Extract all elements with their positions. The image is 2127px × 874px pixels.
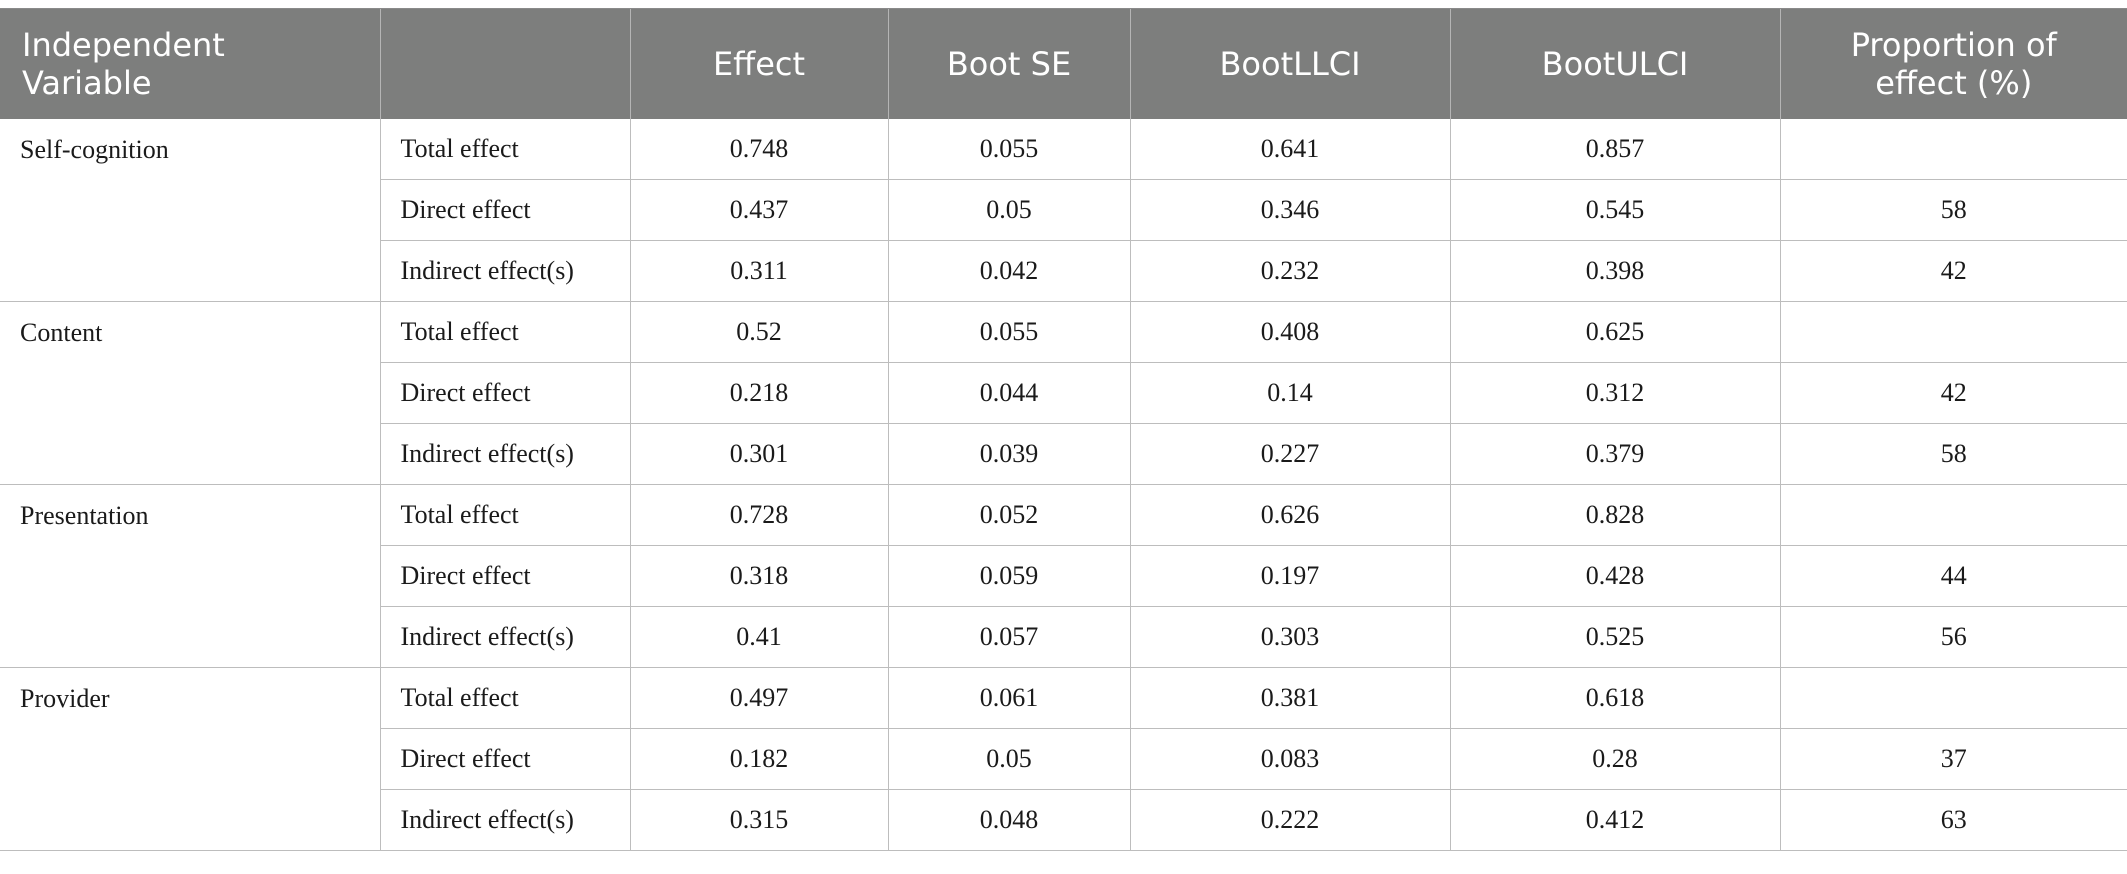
effect-value-cell: 0.728 — [629, 484, 888, 546]
boot-ulci-cell: 0.545 — [1449, 179, 1780, 241]
table-row: Indirect effect(s) 0.315 0.048 0.222 0.412 63 — [0, 789, 2127, 851]
proportion-cell — [1779, 667, 2127, 729]
boot-se-cell: 0.057 — [887, 606, 1130, 668]
boot-llci-cell: 0.641 — [1129, 118, 1450, 180]
table-row: Direct effect 0.437 0.05 0.346 0.545 58 — [0, 179, 2127, 241]
boot-ulci-cell: 0.828 — [1449, 484, 1780, 546]
independent-variable-cell: Self-cognition — [0, 118, 380, 302]
proportion-cell: 58 — [1779, 179, 2127, 241]
effect-type-cell: Total effect — [379, 667, 630, 729]
proportion-cell: 58 — [1779, 423, 2127, 485]
header-boot-se: Boot SE — [887, 8, 1130, 119]
boot-ulci-cell: 0.428 — [1449, 545, 1780, 607]
table-body: Self-cognition Total effect 0.748 0.055 0.64… — [0, 118, 2127, 851]
boot-se-cell: 0.042 — [887, 240, 1130, 302]
boot-llci-cell: 0.197 — [1129, 545, 1450, 607]
effect-value-cell: 0.318 — [629, 545, 888, 607]
boot-se-cell: 0.05 — [887, 728, 1130, 790]
boot-se-cell: 0.055 — [887, 301, 1130, 363]
table-row: Direct effect 0.218 0.044 0.14 0.312 42 — [0, 362, 2127, 424]
boot-llci-cell: 0.14 — [1129, 362, 1450, 424]
effect-type-cell: Direct effect — [379, 545, 630, 607]
header-boot-llci: BootLLCI — [1129, 8, 1450, 119]
boot-ulci-cell: 0.618 — [1449, 667, 1780, 729]
effect-value-cell: 0.301 — [629, 423, 888, 485]
table-row: Provider Total effect 0.497 0.061 0.381 0.618 — [0, 667, 2127, 851]
boot-llci-cell: 0.626 — [1129, 484, 1450, 546]
boot-ulci-cell: 0.857 — [1449, 118, 1780, 180]
boot-ulci-cell: 0.525 — [1449, 606, 1780, 668]
table-row: Indirect effect(s) 0.41 0.057 0.303 0.525 56 — [0, 606, 2127, 668]
independent-variable-cell: Presentation — [0, 484, 380, 668]
boot-llci-cell: 0.227 — [1129, 423, 1450, 485]
boot-se-cell: 0.061 — [887, 667, 1130, 729]
effect-type-cell: Direct effect — [379, 362, 630, 424]
boot-se-cell: 0.055 — [887, 118, 1130, 180]
table-row: Indirect effect(s) 0.311 0.042 0.232 0.398 42 — [0, 240, 2127, 302]
boot-ulci-cell: 0.625 — [1449, 301, 1780, 363]
table-row: Presentation Total effect 0.728 0.052 0.626 0… — [0, 484, 2127, 668]
boot-ulci-cell: 0.312 — [1449, 362, 1780, 424]
header-effect-type — [379, 8, 630, 119]
boot-se-cell: 0.05 — [887, 179, 1130, 241]
effect-type-cell: Indirect effect(s) — [379, 606, 630, 668]
boot-llci-cell: 0.222 — [1129, 789, 1450, 851]
boot-ulci-cell: 0.379 — [1449, 423, 1780, 485]
boot-se-cell: 0.044 — [887, 362, 1130, 424]
table-row: Content Total effect 0.52 0.055 0.408 0.625 — [0, 301, 2127, 485]
table-row: Self-cognition Total effect 0.748 0.055 0.64… — [0, 118, 2127, 302]
proportion-cell: 37 — [1779, 728, 2127, 790]
effect-type-cell: Total effect — [379, 301, 630, 363]
boot-se-cell: 0.039 — [887, 423, 1130, 485]
table-row: Direct effect 0.318 0.059 0.197 0.428 44 — [0, 545, 2127, 607]
header-row: Independent Variable Effect Boot SE Boot… — [0, 8, 2127, 119]
effect-type-cell: Total effect — [379, 118, 630, 180]
effect-value-cell: 0.311 — [629, 240, 888, 302]
effect-type-cell: Direct effect — [379, 179, 630, 241]
table-row: Direct effect 0.182 0.05 0.083 0.28 37 — [0, 728, 2127, 790]
effect-type-cell: Indirect effect(s) — [379, 789, 630, 851]
mediation-results-table: Independent Variable Effect Boot SE Boot… — [0, 8, 2127, 851]
boot-llci-cell: 0.346 — [1129, 179, 1450, 241]
boot-llci-cell: 0.083 — [1129, 728, 1450, 790]
effect-value-cell: 0.437 — [629, 179, 888, 241]
effect-value-cell: 0.52 — [629, 301, 888, 363]
effect-type-cell: Direct effect — [379, 728, 630, 790]
proportion-cell: 56 — [1779, 606, 2127, 668]
effect-value-cell: 0.182 — [629, 728, 888, 790]
proportion-cell: 63 — [1779, 789, 2127, 851]
boot-llci-cell: 0.303 — [1129, 606, 1450, 668]
independent-variable-cell: Content — [0, 301, 380, 485]
effect-value-cell: 0.218 — [629, 362, 888, 424]
boot-se-cell: 0.059 — [887, 545, 1130, 607]
header-independent-variable: Independent Variable — [0, 8, 380, 119]
table-row: Indirect effect(s) 0.301 0.039 0.227 0.379 58 — [0, 423, 2127, 485]
boot-se-cell: 0.052 — [887, 484, 1130, 546]
boot-ulci-cell: 0.398 — [1449, 240, 1780, 302]
boot-llci-cell: 0.408 — [1129, 301, 1450, 363]
effect-type-cell: Indirect effect(s) — [379, 240, 630, 302]
proportion-cell — [1779, 484, 2127, 546]
effect-type-cell: Indirect effect(s) — [379, 423, 630, 485]
independent-variable-cell: Provider — [0, 667, 380, 851]
proportion-cell: 44 — [1779, 545, 2127, 607]
proportion-cell: 42 — [1779, 362, 2127, 424]
proportion-cell — [1779, 301, 2127, 363]
boot-llci-cell: 0.381 — [1129, 667, 1450, 729]
effect-value-cell: 0.315 — [629, 789, 888, 851]
effect-value-cell: 0.41 — [629, 606, 888, 668]
boot-ulci-cell: 0.28 — [1449, 728, 1780, 790]
header-effect: Effect — [629, 8, 888, 119]
boot-ulci-cell: 0.412 — [1449, 789, 1780, 851]
effect-type-cell: Total effect — [379, 484, 630, 546]
effect-value-cell: 0.497 — [629, 667, 888, 729]
header-boot-ulci: BootULCI — [1449, 8, 1780, 119]
effect-value-cell: 0.748 — [629, 118, 888, 180]
boot-llci-cell: 0.232 — [1129, 240, 1450, 302]
boot-se-cell: 0.048 — [887, 789, 1130, 851]
proportion-cell — [1779, 118, 2127, 180]
proportion-cell: 42 — [1779, 240, 2127, 302]
header-proportion-of-effect: Proportion of effect (%) — [1779, 8, 2127, 119]
